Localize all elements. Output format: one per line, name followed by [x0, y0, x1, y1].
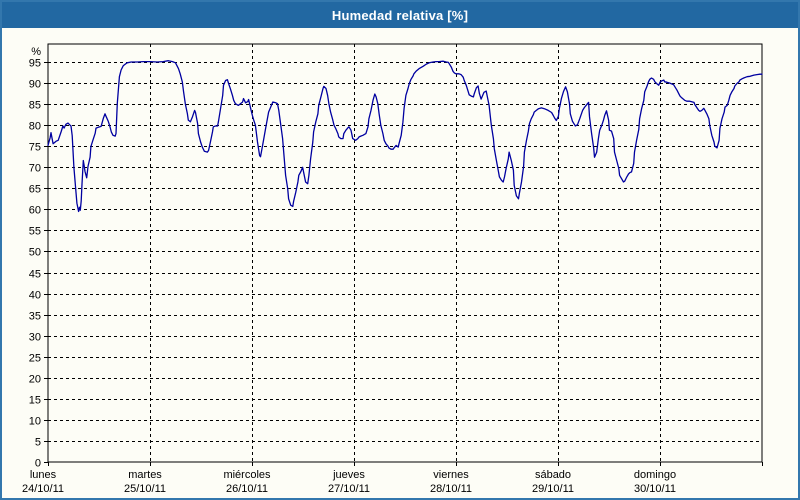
humidity-line-chart: 0 5 10 15 20 25 30 35 40 45 50 55 60 65 70 75 80 85 90 95% l…: [22, 43, 763, 495]
x-day-date-label: 24/10/11: [22, 483, 64, 495]
y-tick-label: 55: [29, 226, 41, 238]
y-tick-label: 45: [29, 269, 41, 281]
x-day-name-label: jueves: [332, 469, 365, 481]
y-tick-label: 70: [29, 163, 41, 175]
y-tick-label: 95: [29, 58, 41, 70]
y-tick-label: 75: [29, 142, 41, 154]
y-tick-label: 35: [29, 311, 41, 323]
plot-area-container: 0 5 10 15 20 25 30 35 40 45 50 55 60 65 70 75 80 85 90 95% l…: [2, 28, 798, 498]
x-day-name-label: miércoles: [223, 469, 271, 481]
y-tick-label: 80: [29, 121, 41, 133]
y-axis-unit-label: %: [31, 46, 41, 58]
y-tick-label: 65: [29, 184, 41, 196]
y-tick-label: 90: [29, 79, 41, 91]
x-day-name-label: lunes: [30, 469, 57, 481]
x-day-name-label: martes: [128, 469, 162, 481]
x-day-date-label: 25/10/11: [124, 483, 166, 495]
x-day-date-label: 28/10/11: [430, 483, 472, 495]
y-tick-label: 85: [29, 100, 41, 112]
y-tick-label: 25: [29, 353, 41, 365]
y-tick-label: 5: [35, 437, 41, 449]
x-day-date-label: 27/10/11: [328, 483, 370, 495]
x-day-name-label: sábado: [535, 469, 571, 481]
chart-title: Humedad relativa [%]: [331, 7, 469, 23]
x-day-date-label: 30/10/11: [634, 483, 676, 495]
y-tick-label: 15: [29, 395, 41, 407]
y-tick-label: 40: [29, 290, 41, 302]
y-tick-label: 20: [29, 374, 41, 386]
x-day-date-label: 26/10/11: [226, 483, 268, 495]
x-day-date-label: 29/10/11: [532, 483, 574, 495]
y-tick-label: 30: [29, 332, 41, 344]
y-tick-label: 0: [35, 458, 41, 470]
humidity-series-line: [47, 60, 763, 213]
y-tick-label: 10: [29, 416, 41, 428]
chart-title-bar: Humedad relativa [%]: [2, 2, 798, 28]
x-day-name-label: viernes: [433, 469, 469, 481]
plot-border: [47, 43, 763, 463]
x-day-name-label: domingo: [634, 469, 676, 481]
y-tick-label: 60: [29, 205, 41, 217]
y-tick-label: 50: [29, 247, 41, 259]
